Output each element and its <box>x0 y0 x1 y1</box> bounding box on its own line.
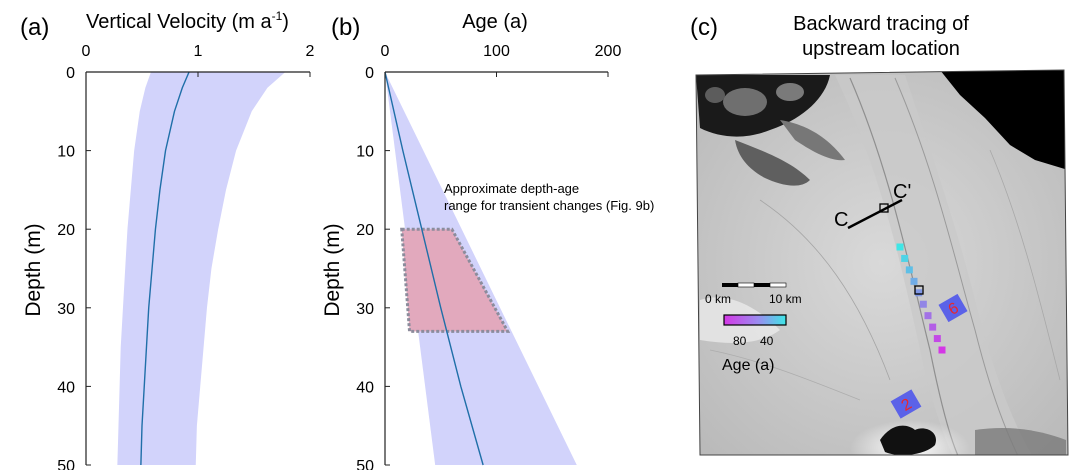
scale-bar-seg-4 <box>769 282 787 288</box>
map-frame <box>695 69 1069 456</box>
panel-b-annotation-line2: range for transient changes (Fig. 9b) <box>444 198 654 213</box>
scale-bar-right-label: 10 km <box>769 292 802 306</box>
b-y-tick-label: 40 <box>356 379 374 396</box>
colorbar-gradient <box>723 314 787 326</box>
panel-b: (b) Age (a) 0 100 200 0 10 20 30 40 50 Depth (m… <box>321 11 654 470</box>
map-rock-outcrop-2 <box>780 120 845 161</box>
b-transient-range-box <box>400 227 511 333</box>
panel-b-tag: (b) <box>331 14 360 41</box>
b-series-line <box>384 71 484 466</box>
trace-point <box>933 335 941 343</box>
marker-2-square <box>890 389 922 419</box>
map-rock-outcrop <box>735 140 810 186</box>
trace-point <box>938 346 946 354</box>
a-y-tick-label: 20 <box>57 222 75 239</box>
a-series-line <box>140 71 190 466</box>
trace-point <box>919 300 927 308</box>
marker-6: 6 <box>938 293 968 323</box>
panel-c: (c) Backward tracing of upstream locatio… <box>690 13 1069 456</box>
colorbar-tick-80: 80 <box>733 334 747 348</box>
section-line <box>847 198 903 230</box>
section-label-right: C' <box>893 181 911 203</box>
a-y-tick-label: 10 <box>57 144 75 161</box>
trace-points <box>896 243 946 354</box>
b-y-tick-label: 0 <box>365 65 374 82</box>
map-ocean-top-right <box>940 70 1068 170</box>
map-flow-line-5 <box>709 349 861 401</box>
b-y-tick-label: 30 <box>356 301 374 318</box>
b-x-tick-label: 200 <box>595 43 622 60</box>
section-center-box <box>879 203 889 213</box>
satellite-map <box>696 70 1068 455</box>
a-x-tick-label: 0 <box>82 43 91 60</box>
scale-bar-seg-2 <box>737 282 755 288</box>
b-uncertainty-band <box>385 72 577 465</box>
panel-a-ylabel: Depth (m) <box>22 223 45 316</box>
panel-b-annotation: Approximate depth-age range for transien… <box>444 181 654 213</box>
b-y-tick-label: 20 <box>356 222 374 239</box>
marker-6-square <box>938 293 968 323</box>
trace-point <box>915 289 923 297</box>
a-uncertainty-band <box>117 72 286 465</box>
panel-a-title-main: Vertical Velocity (m a <box>86 11 273 33</box>
panel-b-annotation-line1: Approximate depth-age <box>444 181 579 196</box>
panel-b-title: Age (a) <box>462 11 528 33</box>
trace-point <box>910 277 918 285</box>
map-ice-floe-3 <box>705 87 725 103</box>
trace-point <box>929 323 937 331</box>
b-y-tick-label: 10 <box>356 144 374 161</box>
trace-point <box>905 266 913 274</box>
colorbar-label: Age (a) <box>722 357 774 374</box>
b-x-tick-label: 0 <box>381 43 390 60</box>
map-dark-rock-bottom <box>880 425 936 455</box>
b-x-tick-label: 100 <box>483 43 510 60</box>
panel-a-title-sup: -1 <box>272 9 283 23</box>
age-colorbar: 80 40 Age (a) <box>722 314 787 374</box>
trace-point <box>896 243 904 251</box>
map-ice-stream <box>835 75 1035 455</box>
scale-bar-left-label: 0 km <box>705 292 731 306</box>
section-label-left: C <box>834 209 848 231</box>
marker-2: 2 <box>890 389 922 419</box>
map-dark-bottom-right <box>975 428 1066 455</box>
panel-a-tag: (a) <box>20 14 49 41</box>
a-y-tick-label: 30 <box>57 301 75 318</box>
map-flow-line-3 <box>759 199 891 381</box>
a-y-tick-label: 50 <box>57 458 75 470</box>
panel-c-title-line2: upstream location <box>802 38 960 60</box>
a-y-tick-label: 40 <box>57 379 75 396</box>
map-ice-floe-1 <box>723 88 767 116</box>
trace-point <box>924 312 932 320</box>
map-ice-floe-2 <box>776 83 804 101</box>
panel-c-tag: (c) <box>690 14 718 41</box>
scale-bar-seg-3 <box>754 283 770 287</box>
panel-c-title-line1: Backward tracing of <box>793 13 969 35</box>
panel-a: (a) Vertical Velocity (m a-1) 0 1 2 0 10 20 3… <box>20 9 315 470</box>
colorbar-tick-40: 40 <box>760 334 774 348</box>
a-x-tick-label: 1 <box>194 43 203 60</box>
map-flow-line-2 <box>894 77 1021 455</box>
a-y-tick-label: 0 <box>66 65 75 82</box>
scale-bar: 0 km 10 km <box>705 282 802 306</box>
panel-a-title: Vertical Velocity (m a-1) <box>86 9 289 33</box>
map-flow-line-4 <box>989 149 1061 381</box>
panel-b-ylabel: Depth (m) <box>321 223 344 316</box>
panel-a-title-close: ) <box>282 11 289 33</box>
section-cc: C C' <box>834 181 911 231</box>
a-x-tick-label: 2 <box>306 43 315 60</box>
b-y-tick-label: 50 <box>356 458 374 470</box>
trace-point <box>901 254 909 262</box>
trace-current-box <box>914 285 924 295</box>
scale-bar-seg-1 <box>722 283 738 287</box>
